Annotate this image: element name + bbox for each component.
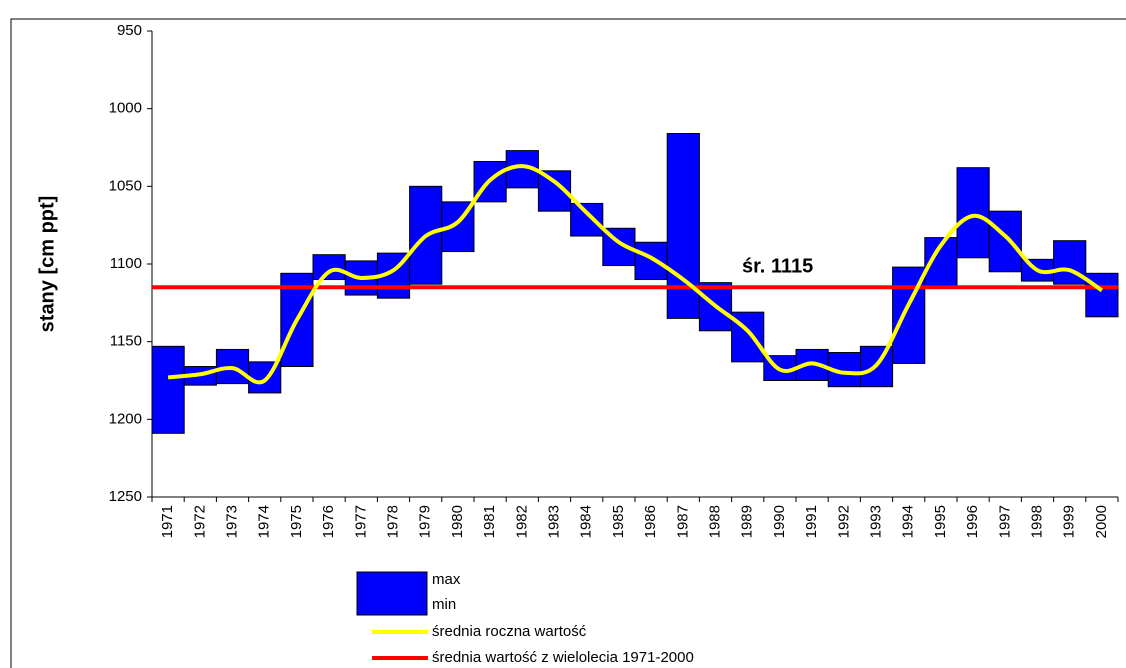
x-tick-label: 1988 — [706, 505, 723, 538]
bar — [312, 254, 346, 281]
x-tick-label: 1986 — [642, 505, 659, 538]
x-tick-label: 1985 — [610, 505, 627, 538]
x-tick-label: 1991 — [803, 505, 820, 538]
x-tick-label: 1992 — [835, 505, 852, 538]
x-tick-label: 1993 — [867, 505, 884, 538]
x-tick-label: 1974 — [256, 505, 273, 538]
legend-label: max — [432, 571, 461, 588]
y-tick-label: 1250 — [109, 488, 142, 505]
x-tick-label: 1997 — [996, 505, 1013, 538]
x-tick-label: 1975 — [288, 505, 305, 538]
x-tick-label: 1980 — [449, 505, 466, 538]
x-tick-label: 1984 — [578, 505, 595, 538]
y-tick-label: 1000 — [109, 100, 142, 117]
y-tick-label: 1100 — [110, 255, 142, 272]
x-tick-label: 1989 — [739, 505, 756, 538]
x-tick-label: 1971 — [159, 505, 176, 538]
x-tick-label: 1999 — [1061, 505, 1078, 538]
legend-swatch — [356, 571, 428, 616]
y-tick-label: 1150 — [110, 333, 142, 350]
x-tick-label: 2000 — [1093, 505, 1110, 538]
bar — [1085, 272, 1119, 318]
legend-label: średnia wartość z wielolecia 1971-2000 — [432, 649, 694, 666]
x-tick-label: 1996 — [964, 505, 981, 538]
y-tick-label: 1200 — [109, 410, 142, 427]
legend-label: min — [432, 596, 456, 613]
bar — [634, 241, 668, 281]
y-tick-label: 950 — [117, 22, 142, 39]
x-tick-label: 1978 — [384, 505, 401, 538]
x-tick-label: 1998 — [1028, 505, 1045, 538]
bar — [151, 345, 185, 434]
x-tick-label: 1979 — [417, 505, 434, 538]
bar — [988, 210, 1022, 273]
chart-frame — [10, 18, 1126, 668]
x-tick-label: 1972 — [191, 505, 208, 538]
bar — [956, 167, 990, 259]
x-tick-label: 1987 — [674, 505, 691, 538]
x-tick-label: 1990 — [771, 505, 788, 538]
mean-label: śr. 1115 — [742, 255, 813, 277]
mean-annual-line — [167, 164, 1104, 385]
x-tick-label: 1982 — [513, 505, 530, 538]
bar — [570, 202, 604, 237]
x-tick-label: 1995 — [932, 505, 949, 538]
legend-label: średnia roczna wartość — [432, 623, 587, 640]
x-tick-label: 1983 — [545, 505, 562, 538]
y-tick-label: 1050 — [109, 177, 142, 194]
x-tick-label: 1973 — [223, 505, 240, 538]
y-axis-label: stany [cm ppt] — [36, 196, 58, 333]
x-tick-label: 1994 — [900, 505, 917, 538]
x-tick-label: 1981 — [481, 505, 498, 538]
x-tick-label: 1976 — [320, 505, 337, 538]
x-tick-label: 1977 — [352, 505, 369, 538]
